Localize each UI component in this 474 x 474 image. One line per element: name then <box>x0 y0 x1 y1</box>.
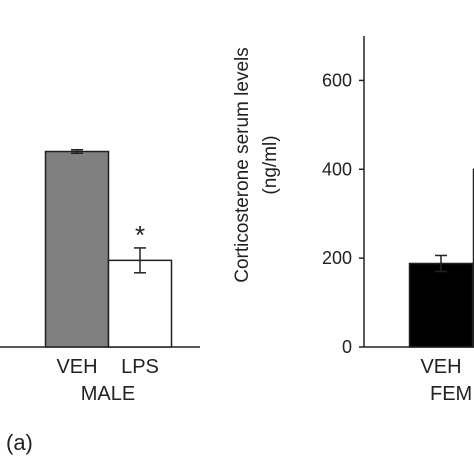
male-panel: * VEH LPS MALE <box>0 148 200 405</box>
female-errorbar-veh <box>435 254 447 273</box>
male-bar-lps <box>107 259 173 348</box>
y-tick-label: 400 <box>322 159 352 179</box>
female-group-label: FEM <box>430 383 472 405</box>
male-tick-label-lps: LPS <box>121 356 159 378</box>
male-group-label: MALE <box>81 383 135 405</box>
y-tick-label: 600 <box>322 70 352 90</box>
male-tick-label-veh: VEH <box>56 356 97 378</box>
female-panel: 0 200 400 600 VEH FEM Corticosterone serum … <box>232 36 474 405</box>
female-tick-label-veh: VEH <box>420 356 461 378</box>
female-bar-veh <box>408 262 474 348</box>
female-y-ticks: 0 200 400 600 <box>322 70 364 357</box>
y-tick-label: 200 <box>322 248 352 268</box>
female-y-axis-label: Corticosterone serum levels <box>232 47 253 282</box>
female-y-axis-unit: (ng/ml) <box>260 135 281 194</box>
male-bar-veh <box>44 150 110 348</box>
male-errorbar-lps <box>134 247 146 274</box>
male-errorbar-veh <box>71 148 83 155</box>
male-significance-lps: * <box>135 220 145 250</box>
y-tick-label: 0 <box>342 337 352 357</box>
panel-label: (a) <box>6 430 33 455</box>
